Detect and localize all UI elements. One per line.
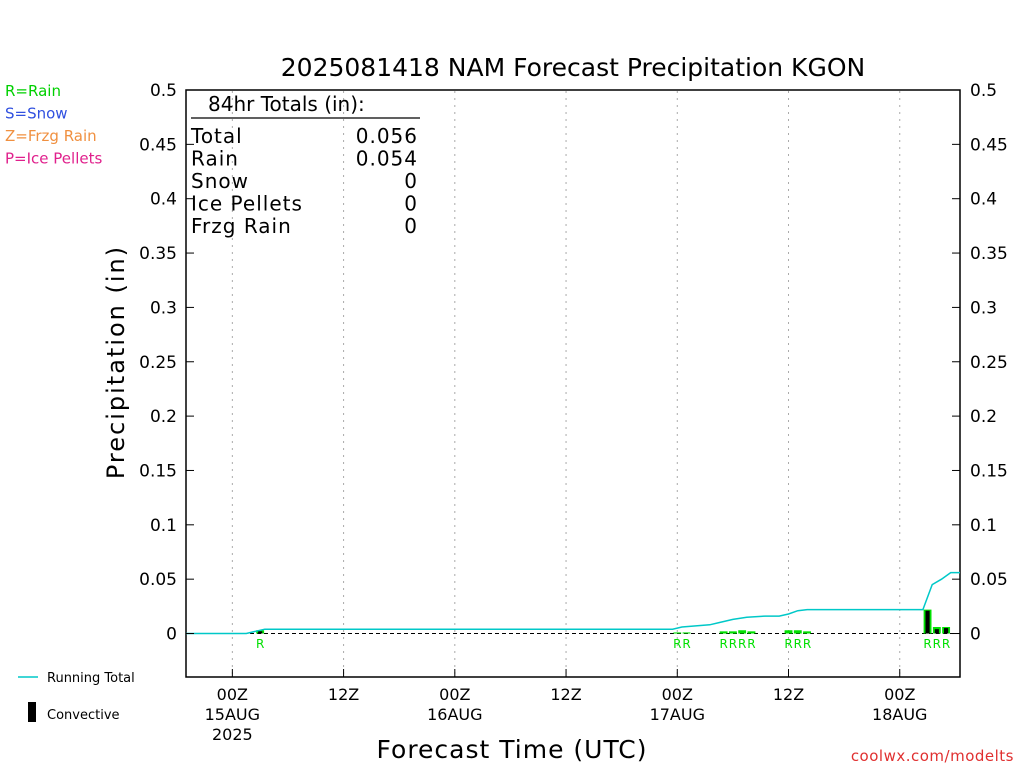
running-total-legend-label: Running Total bbox=[47, 671, 135, 686]
ptype-label: R bbox=[738, 637, 746, 651]
ptype-label: R bbox=[729, 637, 737, 651]
totals-value: 0 bbox=[404, 169, 418, 193]
y-tick-label: 0.2 bbox=[150, 407, 177, 427]
x-tick-label: 16AUG bbox=[427, 705, 482, 724]
y-tick-label: 0.3 bbox=[150, 298, 177, 318]
ptype-label: R bbox=[942, 637, 950, 651]
totals-value: 0 bbox=[404, 192, 418, 216]
totals-header: 84hr Totals (in): bbox=[208, 92, 365, 116]
rain-bar bbox=[747, 631, 756, 634]
rain-bar bbox=[738, 630, 747, 634]
totals-label: Snow bbox=[191, 169, 249, 193]
y-tick-label: 0.4 bbox=[970, 190, 997, 210]
totals-value: 0.056 bbox=[356, 124, 418, 148]
x-tick-label: 00Z bbox=[662, 685, 693, 704]
y-tick-label: 0.1 bbox=[970, 516, 997, 536]
totals-label: Total bbox=[190, 124, 243, 148]
totals-value: 0.054 bbox=[356, 147, 418, 171]
x-tick-label: 17AUG bbox=[650, 705, 705, 724]
y-axis-ticks: 0.5 0.5 0.45 0.45 0.4 0.4 0.35 0.35 0.3 0.3 0.25 0.… bbox=[139, 81, 1008, 645]
y-tick-label: 0.35 bbox=[970, 244, 1008, 264]
ptype-label: R bbox=[784, 637, 792, 651]
ptype-key: R=Rain S=Snow Z=Frzg Rain P=Ice Pellets bbox=[5, 82, 102, 168]
y-tick-label: 0.25 bbox=[139, 353, 177, 373]
y-axis-label: Precipitation (in) bbox=[102, 245, 130, 479]
y-tick-label: 0.25 bbox=[970, 353, 1008, 373]
x-tick-label: 12Z bbox=[773, 685, 804, 704]
y-tick-label: 0.35 bbox=[139, 244, 177, 264]
y-tick-label: 0.15 bbox=[139, 461, 177, 481]
ptype-label: R bbox=[923, 637, 931, 651]
rain-bar bbox=[682, 632, 691, 634]
legend: Running Total Convective bbox=[18, 671, 135, 723]
x-tick-label: 00Z bbox=[217, 685, 248, 704]
y-tick-label: 0.4 bbox=[150, 190, 177, 210]
convective-bar bbox=[934, 629, 939, 634]
y-tick-label: 0.45 bbox=[970, 135, 1008, 155]
y-tick-label: 0.05 bbox=[139, 570, 177, 590]
ptype-label: R bbox=[803, 637, 811, 651]
x-tick-label: 12Z bbox=[328, 685, 359, 704]
ptype-key-item: Z=Frzg Rain bbox=[5, 127, 97, 145]
x-tick-label: 15AUG bbox=[205, 705, 260, 724]
y-tick-label: 0.3 bbox=[970, 298, 997, 318]
convective-bar bbox=[258, 631, 263, 634]
y-tick-label: 0.45 bbox=[139, 135, 177, 155]
y-tick-label: 0 bbox=[970, 625, 981, 645]
ptype-label: R bbox=[719, 637, 727, 651]
y-tick-label: 0.1 bbox=[150, 516, 177, 536]
rain-bar bbox=[728, 631, 737, 634]
x-axis-label: Forecast Time (UTC) bbox=[377, 735, 648, 764]
rain-bar bbox=[719, 631, 728, 634]
totals-label: Rain bbox=[191, 147, 239, 171]
y-tick-label: 0.2 bbox=[970, 407, 997, 427]
totals-label: Ice Pellets bbox=[191, 192, 303, 216]
rain-bar bbox=[673, 632, 682, 634]
ptype-label: R bbox=[794, 637, 802, 651]
ptype-key-item: R=Rain bbox=[5, 82, 61, 100]
chart-title: 2025081418 NAM Forecast Precipitation KG… bbox=[281, 53, 865, 82]
y-tick-label: 0.15 bbox=[970, 461, 1008, 481]
totals-value: 0 bbox=[404, 214, 418, 238]
convective-bar bbox=[944, 628, 949, 634]
plot-area bbox=[185, 89, 961, 678]
ptype-label: R bbox=[682, 637, 690, 651]
running-total-line bbox=[186, 571, 960, 635]
rain-bar bbox=[784, 630, 793, 634]
rain-bar bbox=[803, 631, 811, 634]
totals-label: Frzg Rain bbox=[191, 214, 292, 238]
totals-box: 84hr Totals (in): Total 0.056 Rain 0.054 Sno… bbox=[190, 92, 420, 238]
y-tick-label: 0.5 bbox=[150, 81, 177, 101]
x-tick-label: 2025 bbox=[212, 725, 253, 744]
ptype-label: R bbox=[256, 637, 264, 651]
bar-series bbox=[256, 609, 951, 634]
x-tick-label: 00Z bbox=[884, 685, 915, 704]
convective-bar bbox=[925, 610, 930, 634]
x-tick-label: 18AUG bbox=[872, 705, 927, 724]
ptype-label: R bbox=[747, 637, 755, 651]
convective-legend-swatch bbox=[28, 702, 36, 722]
running-total-series bbox=[186, 571, 960, 635]
grid-lines bbox=[231, 91, 901, 676]
ptype-key-item: S=Snow bbox=[5, 105, 68, 123]
convective-legend-label: Convective bbox=[47, 708, 120, 723]
rain-bar bbox=[793, 630, 802, 634]
credit-text: coolwx.com/modelts bbox=[851, 747, 1014, 765]
y-tick-label: 0.5 bbox=[970, 81, 997, 101]
x-tick-label: 00Z bbox=[439, 685, 470, 704]
ptype-key-item: P=Ice Pellets bbox=[5, 150, 102, 168]
ptype-label: R bbox=[933, 637, 941, 651]
y-tick-label: 0 bbox=[166, 625, 177, 645]
ptype-label: R bbox=[673, 637, 681, 651]
y-tick-label: 0.05 bbox=[970, 570, 1008, 590]
x-tick-label: 12Z bbox=[550, 685, 581, 704]
